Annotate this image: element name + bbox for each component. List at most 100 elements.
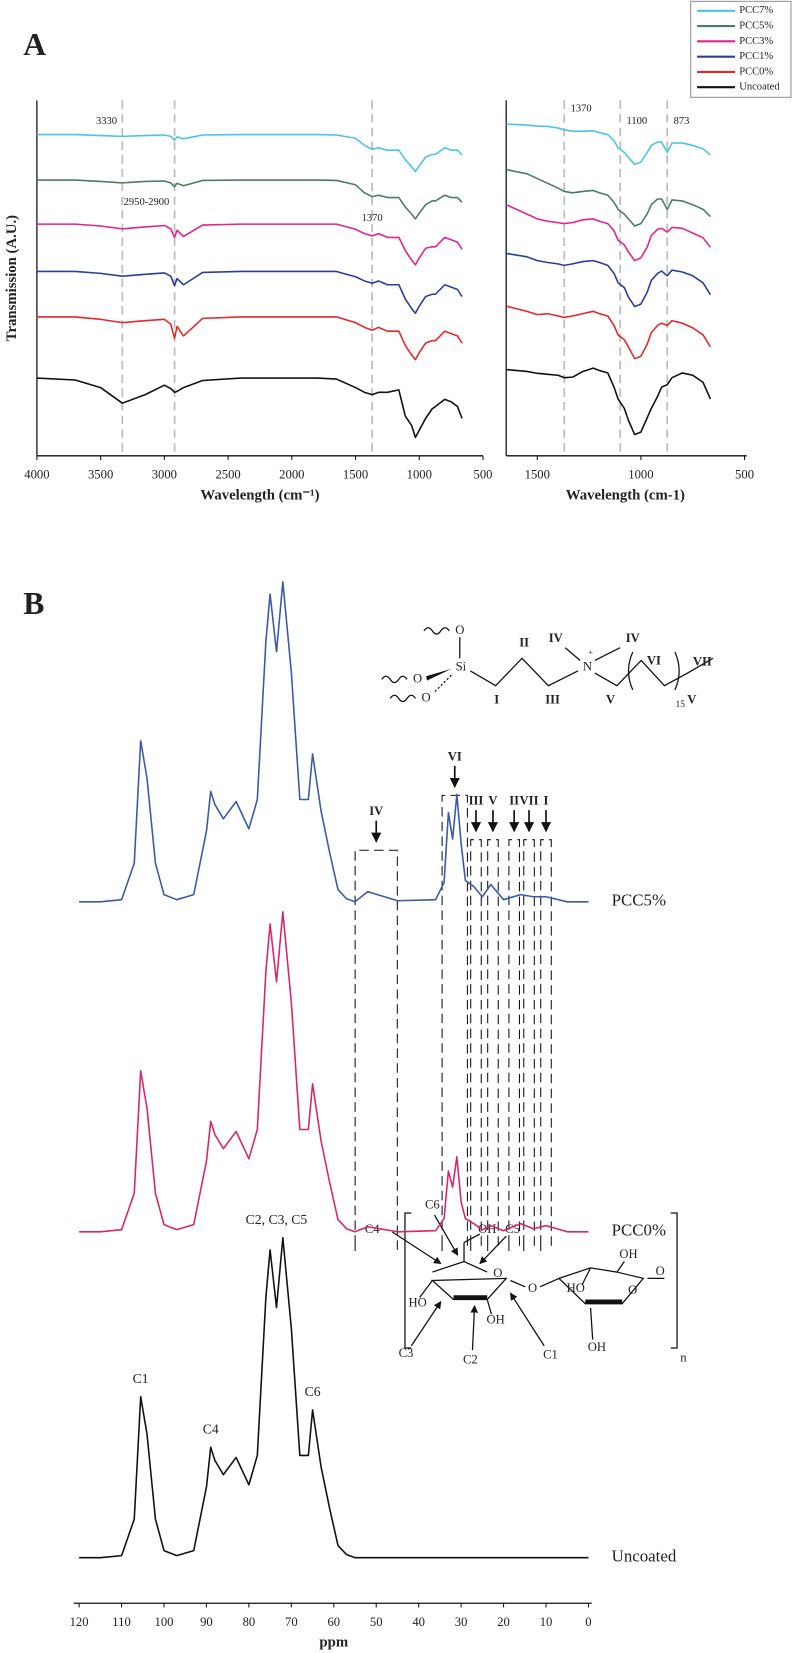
spectrum-line [36,316,463,361]
legend-box [690,0,792,98]
x-tick-label: 4000 [24,468,49,482]
atom-label: O [413,671,422,685]
atom-label: C6 [425,1198,440,1212]
assignment-label: III [469,794,484,808]
x-tick-label: 40 [412,1615,425,1629]
bond [564,647,581,661]
ctac-structure: O O O Si I II III IV IV N + V VI 15 V VI… [381,623,714,710]
arrow [479,1235,507,1265]
x-tick-label: 500 [474,468,493,482]
atom-label: HO [408,1296,426,1310]
x-tick-label: 2000 [279,468,304,482]
atom-label: C3 [399,1346,414,1360]
bond [434,674,452,693]
peak-label: C4 [203,1422,219,1437]
trace-label: PCC5% [612,891,666,910]
assignment-bracket [441,794,468,1251]
bond [470,657,579,687]
legend-label: PCC1% [739,51,773,62]
bond [510,1279,526,1288]
group-label: III [545,692,560,706]
x-tick-label: 2500 [215,468,240,482]
x-tick-label: 90 [200,1615,213,1629]
group-label: IV [549,631,563,645]
ring-edge [453,1295,488,1300]
bond [589,1307,594,1340]
x-tick-label: 30 [455,1615,468,1629]
group-label: V [606,692,615,706]
legend-label: PCC3% [739,36,773,47]
trace-label: PCC0% [612,1221,666,1240]
spectrum-line [79,1237,589,1559]
x-tick-label: 110 [112,1615,131,1629]
x-tick-label: 1500 [525,468,550,482]
bond [594,647,621,661]
spectrum-line [36,223,463,266]
x-tick-label: 3500 [88,468,113,482]
atom-label: O [656,1264,665,1278]
arrow [470,1305,479,1351]
x-tick-label: 0 [585,1615,591,1629]
repeat-index: n [680,1350,687,1364]
x-tick-label: 100 [155,1615,174,1629]
x-tick-label: 10 [540,1615,553,1629]
assignment-label: V [488,794,497,808]
x-tick-label: 50 [370,1615,383,1629]
bond [463,1233,481,1244]
ring-edge [585,1299,623,1304]
assignment-label: VII [520,794,539,808]
y-axis-label: Transmission (A.U.) [4,215,20,341]
spectrum-line [506,168,711,227]
atom-label: C2 [463,1353,478,1367]
spectrum-line [505,203,712,262]
spectrum-line [36,377,463,439]
assignment-bracket [523,839,535,1251]
x-axis-label: Wavelength (cm-1) [566,487,685,503]
subscript: 15 [675,700,685,710]
bracket [404,1212,678,1349]
spectrum-line [36,179,463,220]
x-axis-label: Wavelength (cm⁻¹) [200,487,319,503]
annotation-label: 3330 [96,116,117,127]
assignment-label: I [544,794,549,808]
group-label: I [494,692,499,706]
spectrum-line [506,123,711,166]
atom-label: C4 [365,1222,380,1236]
x-tick-label: 70 [285,1615,298,1629]
atom-label: O [455,623,464,637]
assignment-label: II [509,794,519,808]
bond [594,657,714,687]
group-label: VI [647,653,661,667]
spectrum-line [36,270,463,315]
bond [423,627,450,635]
legend-label: Uncoated [739,82,780,93]
x-tick-label: 1000 [407,468,432,482]
arrow [410,1300,442,1347]
x-tick-label: 1500 [343,468,368,482]
bond [381,675,408,684]
x-tick-label: 80 [243,1615,256,1629]
x-tick-label: 3000 [152,468,177,482]
charge: + [588,647,593,657]
assignment-bracket [508,839,520,1251]
annotation-label: 2950-2900 [124,197,170,208]
spectrum-line [79,581,589,903]
atom-label: OH [619,1247,637,1261]
atom-label: Si [456,660,467,674]
x-tick-label: 500 [735,468,754,482]
annotation-label: 873 [674,116,690,127]
legend-label: PCC5% [739,20,773,31]
atom-label: OH [487,1312,505,1326]
group-label: II [519,635,529,649]
x-tick-label: 60 [327,1615,340,1629]
panel-label: A [23,27,46,62]
atom-label: N [583,660,592,674]
assignment-label: IV [369,804,383,818]
group-label: IV [626,631,640,645]
annotation-label: 1370 [362,213,383,224]
atom-label: O [628,1283,637,1297]
legend-label: PCC7% [739,5,773,16]
bond [389,694,417,703]
